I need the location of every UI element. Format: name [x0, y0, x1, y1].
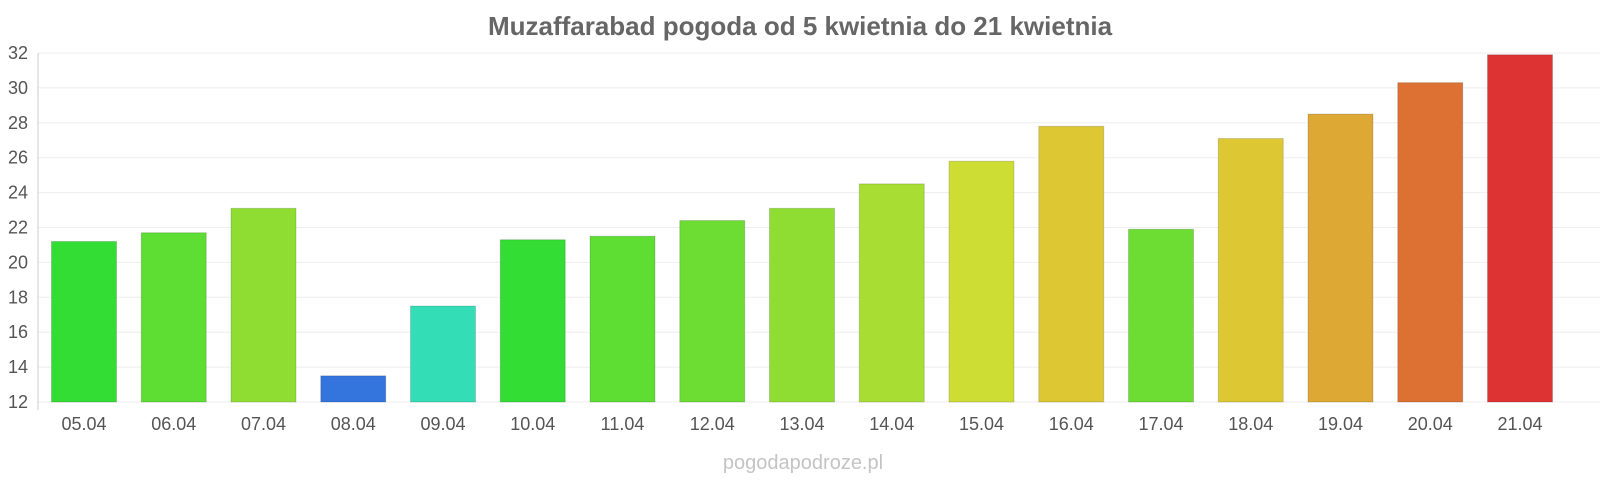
bar-06.04: [140, 232, 207, 403]
x-tick-label: 09.04: [420, 414, 465, 434]
y-tick-label: 20: [8, 252, 28, 272]
y-tick-label: 18: [8, 287, 28, 307]
x-tick-label: 07.04: [241, 414, 286, 434]
bars: [51, 54, 1553, 403]
bar-11.04: [589, 235, 656, 403]
y-tick-label: 32: [8, 43, 28, 63]
bar-19.04: [1307, 113, 1374, 403]
x-tick-label: 16.04: [1049, 414, 1094, 434]
bar-15.04: [948, 160, 1015, 403]
y-tick-label: 16: [8, 322, 28, 342]
bar-17.04: [1128, 228, 1194, 403]
x-tick-label: 11.04: [601, 414, 645, 434]
x-tick-label: 17.04: [1138, 414, 1183, 434]
y-tick-label: 28: [8, 113, 28, 133]
y-tick-label: 30: [8, 78, 28, 98]
y-tick-label: 26: [8, 148, 28, 168]
x-tick-label: 05.04: [61, 414, 106, 434]
x-tick-label: 14.04: [869, 414, 914, 434]
bar-05.04: [51, 240, 117, 403]
y-axis-ticks: 12 14 16 18 20 22 24 26 28 30 32: [8, 43, 28, 412]
x-tick-label: 12.04: [690, 414, 735, 434]
x-tick-label: 19.04: [1318, 414, 1363, 434]
x-tick-label: 18.04: [1228, 414, 1273, 434]
x-axis-ticks: 05.04 06.04 07.04 08.04 09.04 10.04 11.04 12.04…: [61, 414, 1542, 434]
x-tick-label: 10.04: [510, 414, 555, 434]
y-tick-label: 12: [8, 392, 28, 412]
bar-12.04: [679, 220, 746, 403]
x-tick-label: 06.04: [151, 414, 196, 434]
x-tick-label: 08.04: [331, 414, 376, 434]
bar-18.04: [1217, 138, 1284, 403]
bar-13.04: [769, 207, 835, 403]
bar-16.04: [1038, 125, 1105, 403]
x-tick-label: 20.04: [1408, 414, 1453, 434]
bar-07.04: [230, 207, 297, 403]
bar-14.04: [858, 183, 925, 403]
y-tick-label: 24: [8, 183, 28, 203]
y-tick-label: 22: [8, 218, 28, 238]
bar-08.04: [320, 375, 387, 403]
chart-title: Muzaffarabad pogoda od 5 kwietnia do 21 …: [488, 11, 1113, 41]
y-tick-label: 14: [8, 357, 28, 377]
bar-10.04: [499, 239, 566, 403]
x-tick-label: 21.04: [1497, 414, 1542, 434]
x-tick-label: 13.04: [779, 414, 824, 434]
watermark: pogodapodroze.pl: [723, 452, 883, 474]
bar-21.04: [1487, 54, 1553, 403]
bar-09.04: [410, 305, 476, 403]
bar-20.04: [1397, 82, 1464, 403]
x-tick-label: 15.04: [959, 414, 1004, 434]
